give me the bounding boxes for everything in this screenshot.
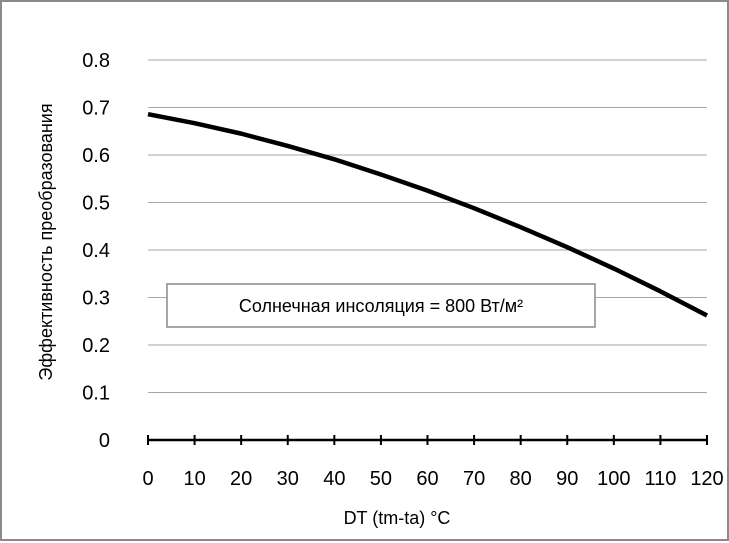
y-tick-label-6: 0.6 [82,145,110,167]
x-tick-label-0: 0 [142,468,153,490]
x-tick-label-8: 80 [510,468,532,490]
x-tick-label-9: 90 [556,468,578,490]
y-tick-label-5: 0.5 [82,193,110,215]
y-tick-label-4: 0.4 [82,240,110,262]
y-tick-label-2: 0.2 [82,335,110,357]
y-tick-label-3: 0.3 [82,288,110,310]
x-tick-label-4: 40 [323,468,345,490]
x-tick-label-12: 120 [690,468,723,490]
y-tick-label-8: 0.8 [82,50,110,72]
x-tick-label-7: 70 [463,468,485,490]
annotation-box: Солнечная инсоляция = 800 Вт/м² [166,283,596,328]
x-tick-label-10: 100 [597,468,630,490]
y-axis-title: Эффективность преобразования [36,103,56,380]
x-tick-label-1: 10 [183,468,205,490]
y-tick-label-7: 0.7 [82,98,110,120]
x-axis-title: DT (tm-ta) °C [344,508,451,528]
x-tick-label-5: 50 [370,468,392,490]
annotation-text: Солнечная инсоляция = 800 Вт/м² [239,296,523,316]
x-tick-label-3: 30 [277,468,299,490]
x-tick-label-11: 110 [644,468,676,490]
x-tick-label-6: 60 [416,468,438,490]
series-line-0 [147,111,709,318]
x-tick-label-2: 20 [230,468,252,490]
y-tick-label-1: 0.1 [82,383,110,405]
y-tick-label-0: 0 [99,430,110,452]
